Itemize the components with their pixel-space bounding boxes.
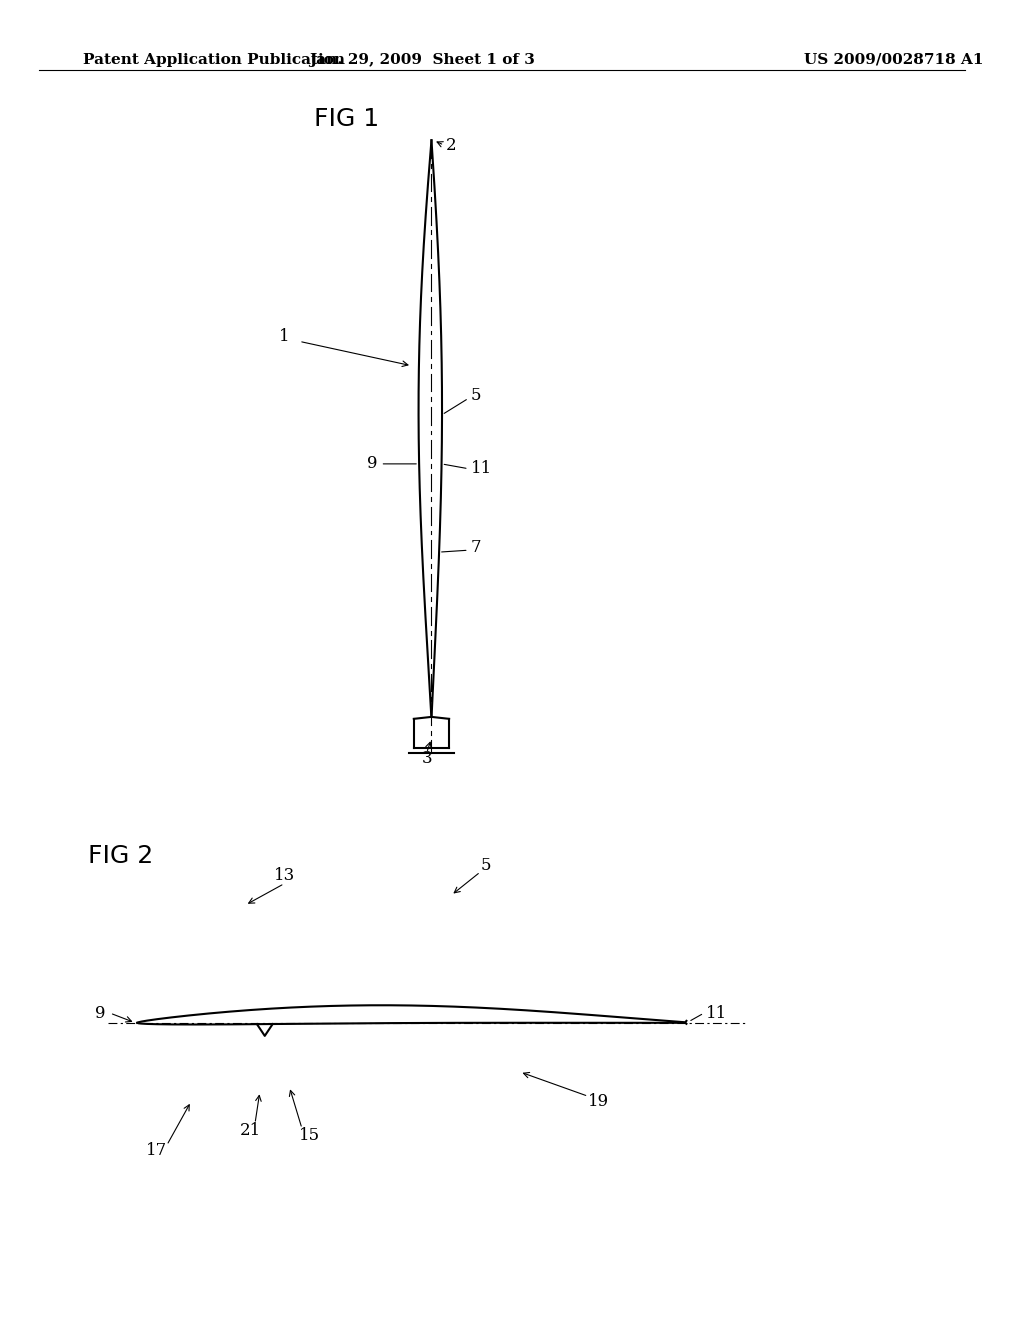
- Text: US 2009/0028718 A1: US 2009/0028718 A1: [804, 53, 984, 67]
- Text: 17: 17: [146, 1142, 168, 1159]
- Text: 5: 5: [480, 858, 490, 874]
- Text: 15: 15: [299, 1127, 321, 1144]
- Text: FIG 1: FIG 1: [313, 107, 379, 131]
- Text: 13: 13: [273, 867, 295, 884]
- Text: 9: 9: [367, 455, 378, 473]
- Text: 11: 11: [471, 461, 492, 478]
- Text: 9: 9: [95, 1005, 105, 1022]
- Text: 3: 3: [421, 750, 432, 767]
- Text: Jan. 29, 2009  Sheet 1 of 3: Jan. 29, 2009 Sheet 1 of 3: [308, 53, 535, 67]
- Text: FIG 2: FIG 2: [88, 843, 154, 869]
- Text: Patent Application Publication: Patent Application Publication: [83, 53, 345, 67]
- Text: 2: 2: [446, 137, 457, 153]
- Text: 1: 1: [279, 327, 289, 345]
- Text: 7: 7: [471, 539, 481, 556]
- Text: 21: 21: [240, 1122, 261, 1139]
- Text: 19: 19: [589, 1093, 609, 1110]
- Text: 11: 11: [706, 1005, 727, 1022]
- Text: 5: 5: [471, 387, 481, 404]
